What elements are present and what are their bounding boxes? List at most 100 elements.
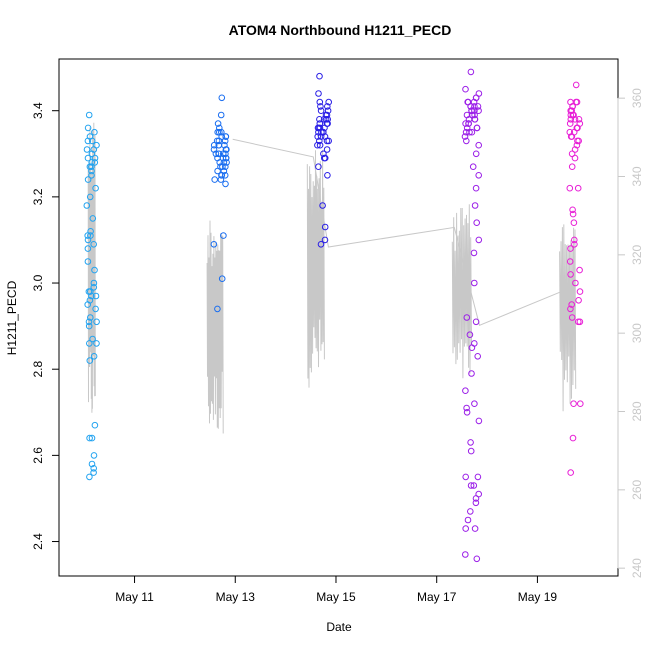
data-point xyxy=(567,111,575,119)
data-point xyxy=(573,124,581,132)
data-point xyxy=(222,133,230,140)
data-point xyxy=(321,154,328,162)
y2-tick-label: 300 xyxy=(630,323,644,343)
data-point xyxy=(463,404,470,412)
y-tick-label: 2.4 xyxy=(31,533,45,550)
data-point xyxy=(316,141,324,149)
data-point xyxy=(221,141,228,149)
y-tick-label: 3.0 xyxy=(31,274,45,291)
data-point xyxy=(88,150,96,158)
x-axis: May 11 May 13 May 15 May 17 May 19 xyxy=(115,575,557,604)
data-point xyxy=(568,163,576,170)
y2-tick-label: 260 xyxy=(630,480,644,500)
data-point xyxy=(471,525,479,532)
data-point xyxy=(93,318,100,326)
data-point xyxy=(575,116,583,123)
data-point xyxy=(463,409,471,416)
data-point xyxy=(577,400,584,408)
data-point xyxy=(575,318,582,326)
data-point xyxy=(215,150,222,158)
data-point xyxy=(567,469,575,476)
data-point xyxy=(90,469,97,476)
y2-tick-label: 360 xyxy=(630,88,644,108)
x-tick-label: May 13 xyxy=(216,590,256,604)
data-point xyxy=(464,516,472,524)
data-point xyxy=(89,215,97,222)
series-4 xyxy=(461,68,483,563)
y2-tick-label: 280 xyxy=(630,401,644,421)
data-point xyxy=(463,137,470,145)
data-point xyxy=(219,163,226,170)
y-axis-left: 2.4 2.6 2.8 3.0 3.2 3.4 xyxy=(31,102,60,550)
data-point xyxy=(220,232,227,239)
secondary-line-layer xyxy=(87,122,577,434)
data-point xyxy=(567,245,574,252)
data-point xyxy=(475,141,483,149)
data-point xyxy=(566,120,574,127)
data-point xyxy=(90,452,98,459)
data-point xyxy=(469,163,477,170)
data-point xyxy=(463,314,471,321)
data-point xyxy=(324,172,331,179)
data-point xyxy=(84,245,92,252)
data-point xyxy=(572,279,579,287)
data-point xyxy=(475,172,483,179)
data-point xyxy=(566,184,574,192)
data-point xyxy=(471,111,478,119)
data-point xyxy=(475,107,482,114)
x-tick-label: May 17 xyxy=(417,590,457,604)
data-point xyxy=(91,128,98,136)
data-point xyxy=(215,137,223,145)
data-point xyxy=(84,232,91,239)
data-point xyxy=(86,434,93,442)
data-point xyxy=(86,193,94,201)
data-point xyxy=(467,439,474,446)
data-point xyxy=(87,314,94,321)
data-point xyxy=(467,103,475,110)
data-point xyxy=(472,184,480,192)
data-point xyxy=(321,236,329,244)
data-point xyxy=(315,90,322,97)
data-point xyxy=(88,434,96,442)
data-point xyxy=(90,146,98,153)
data-point xyxy=(576,266,583,274)
data-point xyxy=(575,137,583,145)
data-point xyxy=(466,128,473,136)
data-point xyxy=(210,146,218,153)
data-point xyxy=(467,482,475,489)
data-point xyxy=(473,124,481,132)
data-point xyxy=(217,111,225,119)
data-point xyxy=(86,357,94,364)
data-point xyxy=(212,150,220,158)
data-point xyxy=(462,473,470,481)
data-point xyxy=(86,340,93,347)
y-tick-label: 2.6 xyxy=(31,447,45,464)
data-point xyxy=(314,124,322,132)
data-point xyxy=(470,482,478,489)
data-point xyxy=(471,400,478,408)
data-point xyxy=(84,176,92,183)
data-point xyxy=(221,137,229,145)
data-point xyxy=(462,85,469,93)
data-point xyxy=(475,417,483,425)
x-tick-label: May 15 xyxy=(316,590,356,604)
data-point xyxy=(87,232,94,239)
data-point xyxy=(90,241,97,248)
data-point xyxy=(572,81,580,89)
data-point xyxy=(567,271,574,278)
data-point xyxy=(89,335,96,343)
data-point xyxy=(466,331,474,339)
data-point xyxy=(315,163,322,170)
secondary-burst-5 xyxy=(559,224,577,412)
data-point xyxy=(468,107,475,114)
data-point xyxy=(222,154,230,162)
y2-tick-label: 320 xyxy=(630,245,644,265)
data-point xyxy=(88,167,95,175)
data-point xyxy=(474,473,482,481)
data-point xyxy=(470,98,478,106)
data-point xyxy=(468,344,476,352)
data-point xyxy=(323,146,331,153)
data-point xyxy=(91,421,99,429)
data-point xyxy=(467,68,475,76)
data-point xyxy=(88,163,95,170)
